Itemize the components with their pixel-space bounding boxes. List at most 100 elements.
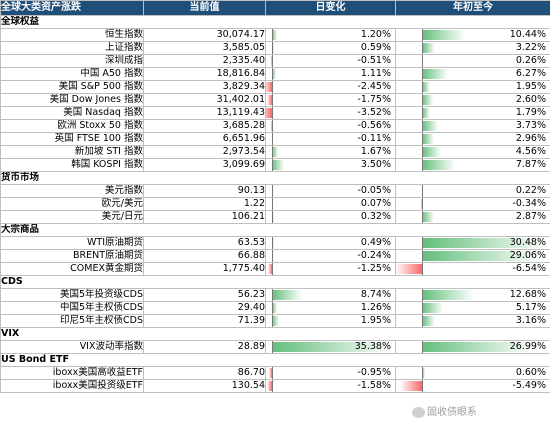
- table-row: WTI原油期货 63.53 0.49% 30.48%: [0, 236, 550, 250]
- bar-value-text: -6.54%: [512, 263, 546, 275]
- bar-fill: [422, 368, 425, 378]
- ytd-change-cell: 29.06%: [395, 249, 550, 263]
- current-value: 71.39: [143, 314, 266, 328]
- table-header-row: 全球大类资产涨跌 当前值 日变化 年初至今: [0, 0, 550, 16]
- bar-axis: [422, 250, 424, 262]
- asset-name: 英国 FTSE 100 指数: [0, 132, 144, 146]
- bar-value-text: 1.26%: [360, 302, 391, 314]
- asset-name: 印尼5年主权债CDS: [0, 314, 144, 328]
- bar-value-text: 6.27%: [515, 68, 546, 80]
- day-change-cell: 1.67%: [265, 145, 396, 159]
- bar-fill: [422, 43, 436, 53]
- bar-fill: [272, 303, 277, 313]
- current-value: 2,973.54: [143, 145, 266, 159]
- table-row: VIX波动率指数 28.89 35.38% 26.99%: [0, 340, 550, 354]
- bar-axis: [272, 237, 274, 249]
- bar-value-text: -0.51%: [357, 55, 391, 67]
- ytd-change-cell: 1.79%: [395, 106, 550, 120]
- bar-value-text: 1.67%: [360, 146, 391, 158]
- bar-fill: [399, 381, 423, 391]
- day-change-cell: -1.25%: [265, 262, 396, 276]
- asset-name: 美国 Dow Jones 指数: [0, 93, 144, 107]
- bar-fill: [422, 108, 430, 118]
- current-value: 63.53: [143, 236, 266, 250]
- bar-value-text: 3.22%: [515, 42, 546, 54]
- table-row: 美国 Dow Jones 指数 31,402.01 -1.75% 2.60%: [0, 93, 550, 107]
- bar-value-text: 7.87%: [515, 159, 546, 171]
- bar-value-text: 1.11%: [360, 68, 391, 80]
- bar-value-text: -1.75%: [357, 94, 391, 106]
- ytd-change-cell: 3.73%: [395, 119, 550, 133]
- asset-name: WTI原油期货: [0, 236, 144, 250]
- asset-name: 韩国 KOSPI 指数: [0, 158, 144, 172]
- bar-value-text: 3.73%: [515, 120, 546, 132]
- asset-name: 深圳成指: [0, 54, 144, 68]
- table-row: 恒生指数 30,074.17 1.20% 10.44%: [0, 28, 550, 42]
- current-value: 106.21: [143, 210, 266, 224]
- day-change-cell: 3.50%: [265, 158, 396, 172]
- ytd-change-cell: 4.56%: [395, 145, 550, 159]
- bar-fill: [270, 121, 273, 131]
- current-value: 18,816.84: [143, 67, 266, 81]
- wechat-logo-icon: [412, 406, 425, 418]
- bar-fill: [267, 381, 273, 391]
- bar-fill: [422, 290, 475, 300]
- ytd-change-cell: 10.44%: [395, 28, 550, 42]
- current-value: 90.13: [143, 184, 266, 198]
- bar-fill: [422, 121, 438, 131]
- bar-fill: [272, 69, 277, 79]
- ytd-change-cell: 0.22%: [395, 184, 550, 198]
- bar-axis: [272, 120, 274, 132]
- bar-value-text: -3.52%: [357, 107, 391, 119]
- bar-axis: [422, 367, 424, 379]
- day-change-cell: 1.26%: [265, 301, 396, 315]
- current-value: 28.89: [143, 340, 266, 354]
- section-title: 全球权益: [0, 15, 550, 29]
- asset-name: 欧元/美元: [0, 197, 144, 211]
- bar-fill: [272, 147, 279, 157]
- table-row: 欧元/美元 1.22 0.07% -0.34%: [0, 197, 550, 211]
- asset-name: 美元/日元: [0, 210, 144, 224]
- bar-axis: [272, 133, 274, 145]
- table-title: 全球大类资产涨跌: [0, 0, 144, 16]
- bar-axis: [272, 250, 274, 262]
- current-value: 56.23: [143, 288, 266, 302]
- bar-value-text: 30.48%: [509, 237, 546, 249]
- ytd-change-cell: 26.99%: [395, 340, 550, 354]
- asset-name: 美国 S&P 500 指数: [0, 80, 144, 94]
- bar-axis: [272, 29, 274, 41]
- bar-fill: [266, 82, 273, 92]
- section-header-row: 全球权益: [0, 15, 550, 29]
- day-change-cell: 35.38%: [265, 340, 396, 354]
- table-row: COMEX黄金期货 1,775.40 -1.25% -6.54%: [0, 262, 550, 276]
- watermark: 固收债眼系: [412, 403, 477, 418]
- table-row: 韩国 KOSPI 指数 3,099.69 3.50% 7.87%: [0, 158, 550, 172]
- section-header-row: VIX: [0, 327, 550, 341]
- current-value: 31,402.01: [143, 93, 266, 107]
- asset-name: 美国5年投资级CDS: [0, 288, 144, 302]
- day-change-cell: -0.51%: [265, 54, 396, 68]
- table-row: 美国5年投资级CDS 56.23 8.74% 12.68%: [0, 288, 550, 302]
- bar-value-text: 0.26%: [515, 55, 546, 67]
- column-header-ytd: 年初至今: [395, 0, 550, 16]
- section-header-row: 大宗商品: [0, 223, 550, 237]
- bar-axis: [422, 289, 424, 301]
- day-change-cell: 0.32%: [265, 210, 396, 224]
- bar-value-text: -0.05%: [357, 185, 391, 197]
- day-change-cell: 1.11%: [265, 67, 396, 81]
- bar-axis: [422, 55, 424, 67]
- bar-value-text: -0.11%: [357, 133, 391, 145]
- bar-fill: [271, 251, 273, 261]
- ytd-change-cell: -0.34%: [395, 197, 550, 211]
- section-header-row: 货币市场: [0, 171, 550, 185]
- bar-axis: [422, 107, 424, 119]
- bar-axis: [272, 81, 274, 93]
- bar-axis: [422, 159, 424, 171]
- bar-fill: [268, 264, 273, 274]
- bar-value-text: -1.25%: [357, 263, 391, 275]
- section-header-row: US Bond ETF: [0, 353, 550, 367]
- day-change-cell: 0.07%: [265, 197, 396, 211]
- day-change-cell: 0.59%: [265, 41, 396, 55]
- day-change-cell: 0.49%: [265, 236, 396, 250]
- bar-value-text: 0.60%: [515, 367, 546, 379]
